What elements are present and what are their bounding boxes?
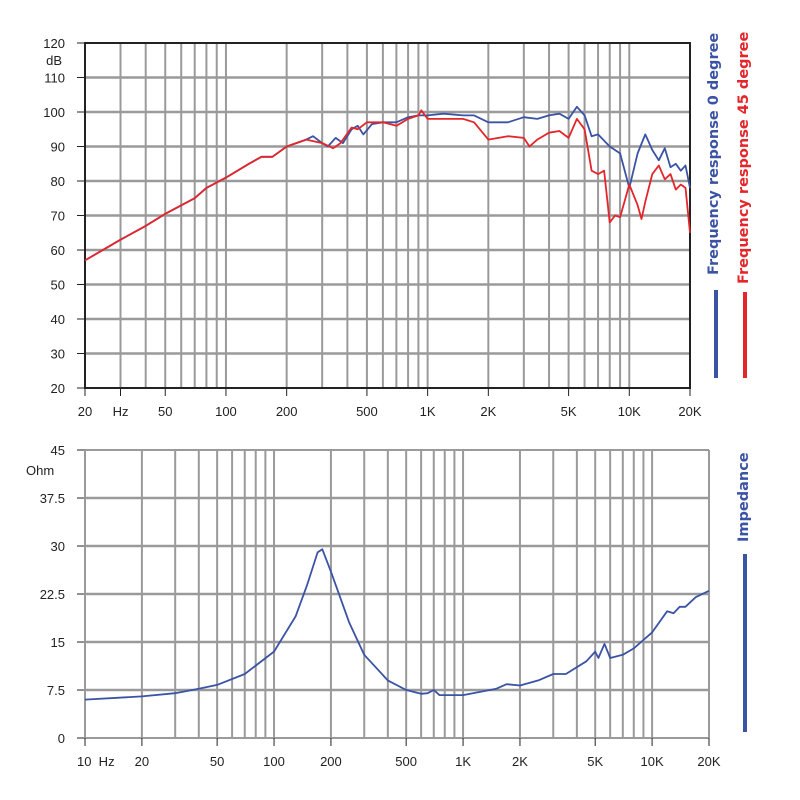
y-tick-label: 45 — [51, 443, 65, 458]
x-tick-label: 5K — [587, 754, 603, 769]
y-axis-unit-label: Ohm — [26, 463, 54, 478]
x-tick-label: 500 — [395, 754, 417, 769]
x-tick-label: 50 — [210, 754, 224, 769]
y-axis-unit-label: dB — [46, 53, 62, 68]
x-tick-label: 20K — [678, 404, 701, 419]
x-tick-label: 1K — [420, 404, 436, 419]
x-tick-label: 500 — [356, 404, 378, 419]
y-tick-label: 15 — [51, 635, 65, 650]
legend-label-45-degree: Frequency response 45 degree — [736, 31, 752, 284]
legend-impedance: Impedance — [736, 452, 752, 732]
x-tick-label: 100 — [215, 404, 237, 419]
x-tick-label: 10K — [641, 754, 664, 769]
y-tick-label: 30 — [51, 539, 65, 554]
y-tick-label: 37.5 — [40, 491, 65, 506]
x-tick-label: 2K — [480, 404, 496, 419]
x-tick-label: 200 — [276, 404, 298, 419]
x-tick-label: 10K — [618, 404, 641, 419]
x-tick-label: 20 — [78, 404, 92, 419]
y-tick-label: 80 — [51, 174, 65, 189]
y-tick-label: 90 — [51, 140, 65, 155]
legend-label-0-degree: Frequency response 0 degree — [706, 33, 722, 275]
y-tick-label: 22.5 — [40, 587, 65, 602]
legend-label-impedance: Impedance — [736, 452, 752, 542]
y-tick-label: 7.5 — [47, 683, 65, 698]
x-tick-label: 200 — [320, 754, 342, 769]
x-tick-label: 20 — [135, 754, 149, 769]
y-tick-label: 20 — [51, 381, 65, 396]
y-tick-label: 110 — [44, 71, 65, 86]
y-tick-label: 40 — [51, 312, 65, 327]
y-tick-label: 120 — [43, 36, 65, 51]
y-tick-label: 50 — [51, 278, 65, 293]
y-tick-label: 60 — [51, 243, 65, 258]
x-tick-label: 50 — [158, 404, 172, 419]
x-tick-label: 1K — [455, 754, 471, 769]
series-line-impedance — [84, 548, 710, 701]
series-line-frequency-response-0-degree — [84, 105, 691, 262]
x-tick-label: 2K — [512, 754, 528, 769]
y-tick-label: 100 — [43, 105, 65, 120]
impedance-chart: 45 37.5 30 22.5 15 7.5 0 Ohm 10 Hz 20 50 100 200 500 1… — [26, 443, 721, 769]
x-tick-label: 10 Hz — [77, 754, 115, 769]
series-line-frequency-response-45-degree — [84, 109, 691, 262]
x-tick-label: 100 — [263, 754, 285, 769]
y-tick-label: 30 — [51, 347, 65, 362]
x-tick-label: 20K — [697, 754, 720, 769]
x-tick-label: 5K — [561, 404, 577, 419]
frequency-response-chart: 120 110 100 90 80 70 60 50 40 30 20 dB 20 Hz 50 100 200 5… — [43, 36, 702, 419]
legend-frequency-0-degree: Frequency response 0 degree — [706, 33, 722, 378]
y-tick-label: 0 — [58, 731, 65, 746]
legend-frequency-45-degree: Frequency response 45 degree — [736, 31, 752, 378]
x-tick-label: Hz — [113, 404, 129, 419]
y-tick-label: 70 — [51, 209, 65, 224]
plot-frame — [84, 42, 691, 389]
